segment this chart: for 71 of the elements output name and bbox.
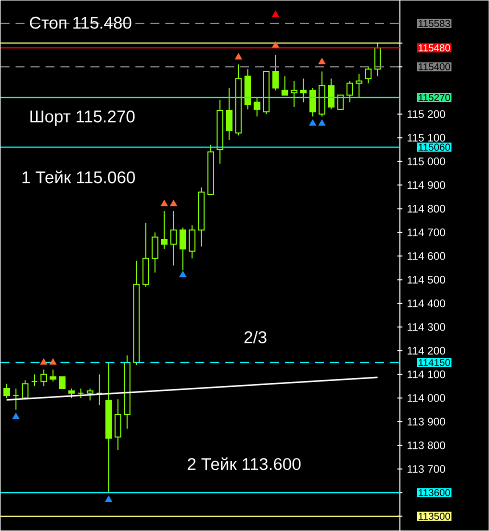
candlestick (272, 54, 280, 91)
ref-line-label: 113500 (418, 512, 450, 520)
candlestick (86, 388, 94, 401)
candlestick (180, 227, 186, 271)
candlestick (282, 76, 288, 96)
y-tick-label: 114 900 (408, 181, 446, 189)
candlestick (356, 73, 362, 98)
y-tick-label: 113 800 (408, 441, 446, 450)
y-tick-label: 114 500 (408, 276, 446, 284)
candlestick (4, 383, 10, 398)
candlestick (40, 369, 48, 387)
ref-line-label: 114150 (418, 358, 450, 366)
point (318, 119, 326, 126)
candlestick (290, 80, 298, 108)
y-tick-label: 115 100 (408, 134, 446, 142)
candlestick (226, 88, 233, 141)
ref-line-label: 113600 (418, 489, 450, 496)
candlestick (310, 88, 316, 117)
point (318, 58, 326, 64)
candlestick (96, 374, 103, 406)
y-tick-label: 114 400 (408, 299, 446, 308)
point (234, 53, 242, 60)
point (309, 119, 316, 126)
candlestick (365, 66, 372, 84)
point (49, 358, 57, 365)
y-tick-label: 115 200 (408, 110, 446, 118)
candlestick (161, 210, 168, 250)
point (160, 200, 168, 206)
point (170, 200, 178, 206)
y-tick-label: 115 000 (408, 158, 446, 166)
y-tick-label: 114 100 (408, 370, 446, 378)
y-tick-label: 114 000 (408, 394, 446, 402)
candlestick (68, 388, 75, 398)
ref-line-label: 115270 (418, 94, 450, 102)
annotation: 1 Тейк 115.060 (22, 170, 136, 184)
ref-line-label: 115400 (418, 63, 450, 70)
y-tick-label: 114 600 (408, 252, 446, 260)
point (40, 358, 48, 365)
candlestick (188, 224, 196, 259)
candlestick (12, 388, 20, 410)
y-tick-label: 113 700 (408, 465, 446, 473)
ref-line-label: 115583 (418, 20, 450, 27)
annotation: Шорт 115.270 (30, 110, 135, 126)
point (179, 270, 187, 278)
y-tick-label: 114 800 (408, 204, 446, 213)
candlestick (254, 97, 260, 117)
candlestick (346, 80, 354, 103)
y-tick-label: 114 200 (408, 346, 446, 355)
candlestick (78, 388, 84, 398)
annotation: 2 Тейк 113.600 (188, 457, 301, 470)
candlestick (300, 78, 307, 103)
annotation: 2/3 (244, 330, 267, 344)
candlestick (170, 210, 177, 266)
point (272, 41, 280, 48)
point (105, 496, 112, 502)
y-tick-label: 114 700 (408, 228, 446, 236)
candlestick (22, 380, 29, 398)
y-tick-label: 113 900 (408, 418, 446, 426)
candlestick (152, 232, 158, 274)
point (272, 10, 280, 17)
ref-line-label: 115480 (418, 44, 450, 52)
y-tick-label: 114 300 (408, 323, 446, 331)
candlestick (31, 374, 38, 387)
point (12, 412, 20, 420)
candlestick (50, 369, 56, 382)
candlestick (114, 398, 122, 451)
candlestick (328, 78, 335, 110)
ref-line-label: 115060 (418, 144, 450, 151)
annotation: Стоп 115.480 (30, 16, 132, 29)
candlestick (337, 94, 344, 110)
candlestick (59, 376, 66, 390)
